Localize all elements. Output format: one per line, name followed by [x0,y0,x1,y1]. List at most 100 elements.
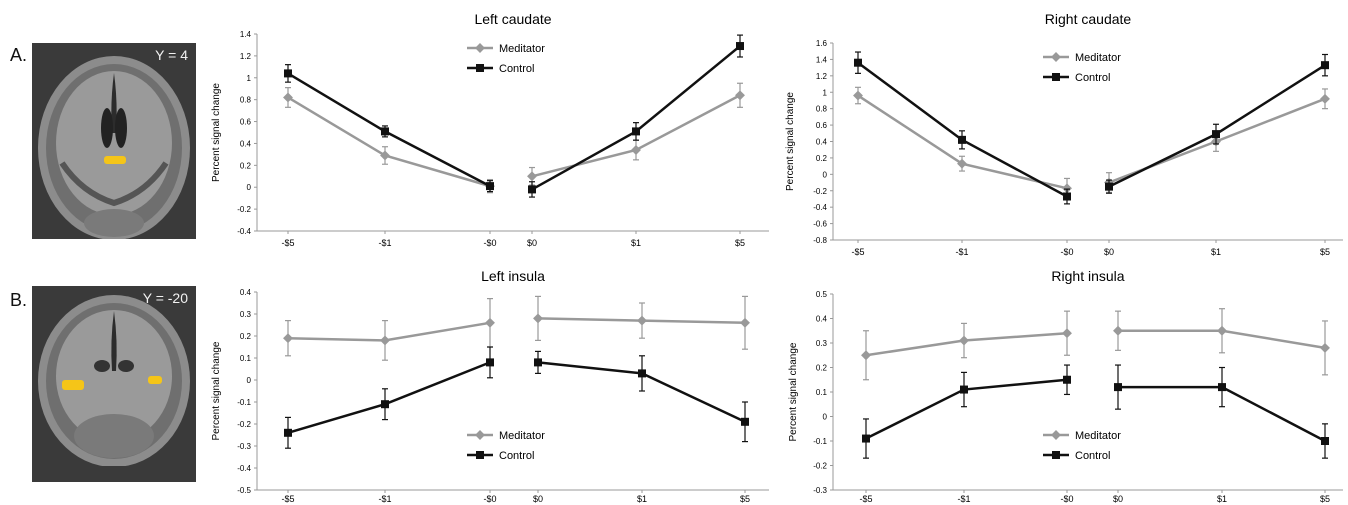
chart-title: Right caudate [1045,11,1132,27]
x-tick-label: $5 [1320,247,1330,257]
legend-marker [476,451,484,459]
legend-marker [1052,73,1060,81]
y-tick-label: 0.1 [816,388,828,397]
legend-label: Meditator [1075,52,1121,64]
y-tick-label: -0.6 [813,220,827,229]
x-tick-label: -$1 [955,247,968,257]
legend-label: Control [1075,72,1110,84]
series-control [284,346,749,449]
data-point [735,90,745,101]
data-point [638,369,646,378]
data-point [284,428,292,437]
data-point [1212,130,1220,139]
legend-label: Meditator [499,43,545,55]
y-tick-label: 0.4 [816,315,828,324]
y-tick-label: 0.1 [240,354,252,363]
series-line [287,321,491,342]
data-point [631,145,641,155]
y-tick-label: 1.6 [816,39,828,48]
series-meditator [283,295,750,361]
series-meditator [853,86,1330,199]
y-tick-label: -0.1 [813,437,827,446]
y-tick-label: -0.5 [237,486,251,495]
data-point [632,127,640,136]
data-point [486,182,494,191]
data-point [861,350,871,361]
y-tick-label: 0 [247,376,252,385]
legend: Meditator Control [1043,430,1121,462]
legend-marker [475,430,485,440]
y-tick-label: -0.3 [237,442,251,451]
chart-title: Left insula [481,268,545,284]
legend-label: Control [1075,450,1110,462]
y-tick-label: 1.4 [816,55,828,64]
chart-title: Left caudate [474,11,551,27]
x-tick-label: -$1 [378,494,391,504]
x-tick-label: -$0 [483,238,496,248]
data-point [380,150,390,161]
y-tick-label: 0 [823,413,828,422]
series-line [865,331,1068,357]
series-control [862,364,1329,459]
data-point [1218,383,1226,392]
legend-label: Control [499,450,534,462]
data-point [1113,325,1123,336]
data-point [486,358,494,367]
panel-b-label: B. [10,290,28,310]
x-tick-label: -$0 [483,494,496,504]
x-tick-label: $0 [533,494,543,504]
y-tick-label: 0.2 [816,154,828,163]
x-tick-label: $1 [637,494,647,504]
legend-marker [1051,430,1061,440]
series-line [287,361,491,434]
legend-marker [1052,451,1060,459]
y-tick-label: -0.2 [813,187,827,196]
series-line [857,61,1068,198]
y-tick-label: 0.6 [816,121,828,130]
y-tick-label: 1 [247,74,252,83]
y-tick-label: 0.2 [816,364,828,373]
activation-left-insula [62,380,84,390]
brain-slice-a: Y = 4 [32,43,196,239]
brain-image-b [38,295,190,466]
y-tick-label: 1.2 [816,72,828,81]
y-tick-label: 0.8 [240,96,252,105]
y-axis-label: Percent signal change [785,92,796,191]
y-tick-label: -0.1 [237,398,251,407]
x-tick-label: -$5 [859,494,872,504]
data-point [381,400,389,409]
x-tick-label: $5 [735,238,745,248]
y-tick-label: 0.6 [240,118,252,127]
data-point [1320,342,1330,353]
legend: Meditator Control [467,430,545,462]
x-tick-label: -$5 [281,494,294,504]
data-point [960,385,968,394]
legend-label: Meditator [499,430,545,442]
data-point [485,317,495,328]
x-tick-label: $5 [1320,494,1330,504]
x-tick-label: $1 [631,238,641,248]
data-point [380,335,390,346]
data-point [283,333,293,344]
y-axis-label: Percent signal change [788,342,799,441]
chart-right-insula: Right insula 0.5 0.4 0.3 0.2 0.1 0 -0.1 -0.2 -0.3… [788,268,1343,504]
data-point [862,434,870,443]
x-tick-label: $1 [1211,247,1221,257]
slice-label-a: Y = 4 [155,47,188,63]
x-tick-label: $0 [1104,247,1114,257]
legend: Meditator Control [467,43,545,75]
data-point [1114,383,1122,392]
data-point [637,315,647,326]
chart-left-insula: Left insula 0.4 0.3 0.2 0.1 0 -0.1 -0.2 -0.3 -0.4… [211,268,769,504]
y-tick-label: 1.2 [240,52,252,61]
data-point [741,417,749,426]
y-tick-label: 0.4 [240,139,252,148]
y-tick-label: -0.2 [237,205,251,214]
x-tick-label: $1 [1217,494,1227,504]
legend-label: Meditator [1075,430,1121,442]
data-point [1217,325,1227,336]
y-tick-label: 0.2 [240,332,252,341]
data-point [533,313,543,324]
y-tick-label: -0.2 [237,420,251,429]
